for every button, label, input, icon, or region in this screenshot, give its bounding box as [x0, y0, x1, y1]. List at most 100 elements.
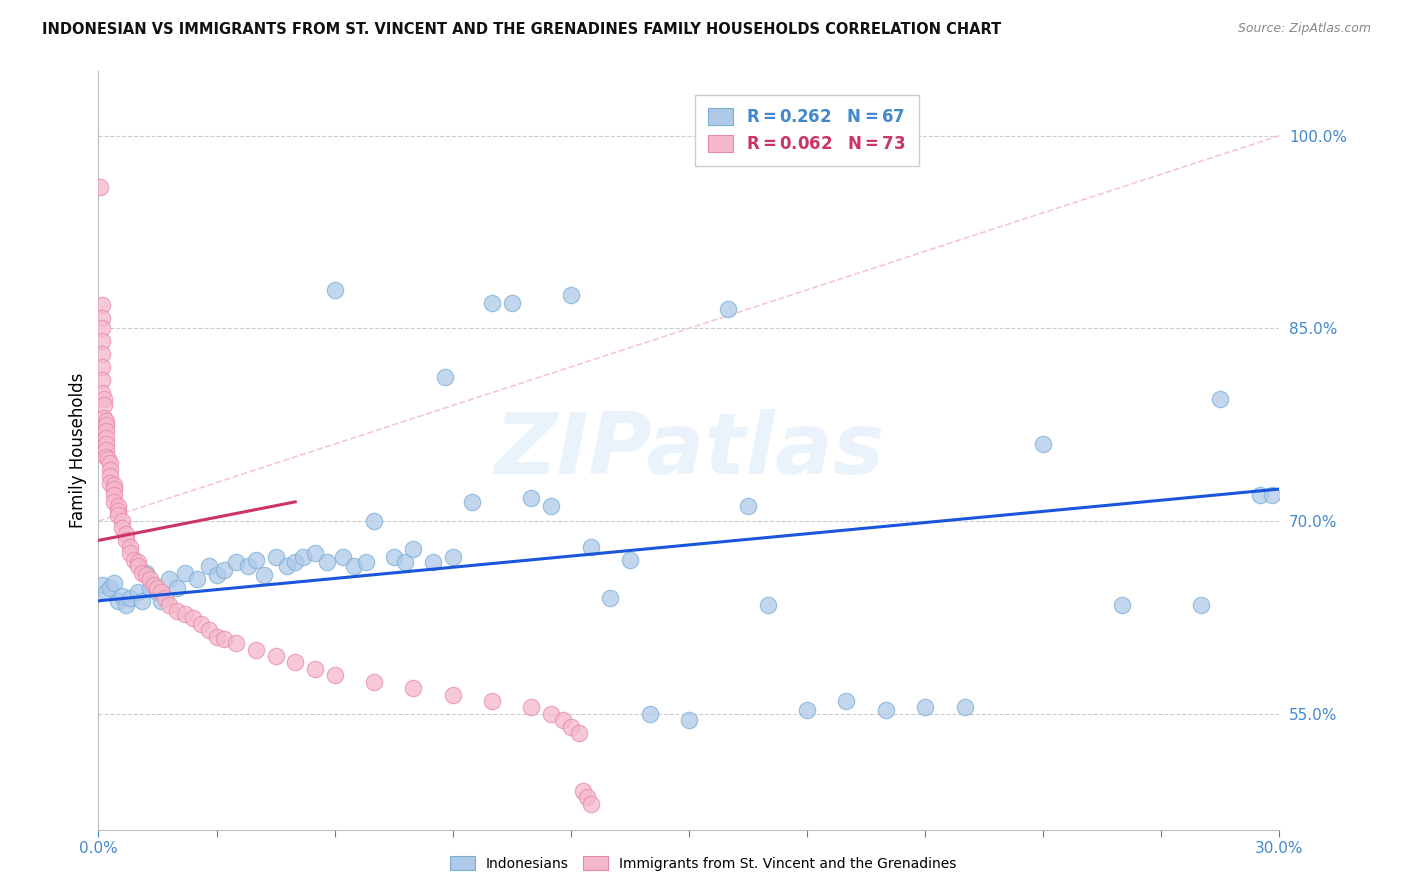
- Point: [98, 469, 121, 483]
- Point: [127, 555, 149, 569]
- Point: [107, 508, 129, 522]
- Point: [560, 288, 582, 302]
- Point: [127, 559, 149, 574]
- Point: [402, 681, 425, 696]
- Point: [441, 688, 464, 702]
- Point: [264, 550, 287, 565]
- Point: [93, 399, 115, 413]
- Point: [91, 334, 114, 349]
- Point: [111, 589, 134, 603]
- Point: [91, 578, 114, 592]
- Point: [579, 797, 602, 811]
- Point: [138, 581, 160, 595]
- Point: [225, 555, 247, 569]
- Point: [1249, 488, 1271, 502]
- Point: [354, 555, 377, 569]
- Point: [284, 656, 307, 670]
- Point: [107, 504, 129, 518]
- Point: [304, 662, 326, 676]
- Point: [332, 550, 354, 565]
- Point: [461, 495, 484, 509]
- Point: [875, 703, 897, 717]
- Point: [253, 568, 276, 582]
- Point: [245, 642, 267, 657]
- Point: [394, 555, 416, 569]
- Point: [96, 417, 118, 432]
- Point: [214, 632, 236, 647]
- Point: [98, 456, 121, 470]
- Point: [96, 437, 118, 451]
- Point: [481, 694, 503, 708]
- Point: [323, 668, 346, 682]
- Point: [638, 706, 661, 721]
- Point: [363, 674, 385, 689]
- Point: [98, 463, 121, 477]
- Point: [737, 499, 759, 513]
- Point: [481, 295, 503, 310]
- Point: [118, 540, 141, 554]
- Point: [1111, 598, 1133, 612]
- Point: [1209, 392, 1232, 406]
- Point: [135, 566, 157, 580]
- Point: [205, 568, 228, 582]
- Point: [264, 649, 287, 664]
- Point: [422, 555, 444, 569]
- Point: [150, 594, 173, 608]
- Point: [146, 581, 169, 595]
- Legend: Indonesians, Immigrants from St. Vincent and the Grenadines: Indonesians, Immigrants from St. Vincent…: [444, 850, 962, 876]
- Point: [131, 594, 153, 608]
- Point: [402, 542, 425, 557]
- Point: [103, 575, 125, 590]
- Point: [186, 572, 208, 586]
- Point: [433, 370, 456, 384]
- Point: [1032, 437, 1054, 451]
- Point: [107, 499, 129, 513]
- Point: [122, 552, 145, 566]
- Point: [103, 495, 125, 509]
- Point: [157, 598, 180, 612]
- Point: [97, 452, 120, 467]
- Point: [315, 555, 337, 569]
- Point: [520, 700, 543, 714]
- Point: [953, 700, 976, 714]
- Point: [520, 491, 543, 505]
- Point: [115, 533, 138, 548]
- Point: [560, 720, 582, 734]
- Point: [441, 550, 464, 565]
- Point: [190, 616, 212, 631]
- Point: [214, 563, 236, 577]
- Point: [568, 726, 591, 740]
- Point: [166, 604, 188, 618]
- Point: [127, 584, 149, 599]
- Point: [501, 295, 523, 310]
- Point: [111, 520, 134, 534]
- Point: [914, 700, 936, 714]
- Point: [135, 568, 157, 582]
- Point: [146, 584, 169, 599]
- Point: [579, 540, 602, 554]
- Point: [93, 411, 115, 425]
- Point: [304, 546, 326, 560]
- Point: [540, 706, 562, 721]
- Point: [89, 180, 111, 194]
- Point: [131, 566, 153, 580]
- Point: [93, 392, 115, 406]
- Point: [157, 572, 180, 586]
- Point: [118, 546, 141, 560]
- Point: [96, 424, 118, 438]
- Point: [551, 714, 574, 728]
- Text: Source: ZipAtlas.com: Source: ZipAtlas.com: [1237, 22, 1371, 36]
- Point: [166, 581, 188, 595]
- Text: ZIPatlas: ZIPatlas: [494, 409, 884, 492]
- Point: [245, 552, 267, 566]
- Y-axis label: Family Households: Family Households: [69, 373, 87, 528]
- Point: [382, 550, 405, 565]
- Point: [98, 475, 121, 490]
- Text: INDONESIAN VS IMMIGRANTS FROM ST. VINCENT AND THE GRENADINES FAMILY HOUSEHOLDS C: INDONESIAN VS IMMIGRANTS FROM ST. VINCEN…: [42, 22, 1001, 37]
- Point: [284, 555, 307, 569]
- Point: [115, 598, 138, 612]
- Point: [115, 527, 138, 541]
- Point: [96, 450, 118, 464]
- Point: [96, 584, 118, 599]
- Point: [678, 714, 700, 728]
